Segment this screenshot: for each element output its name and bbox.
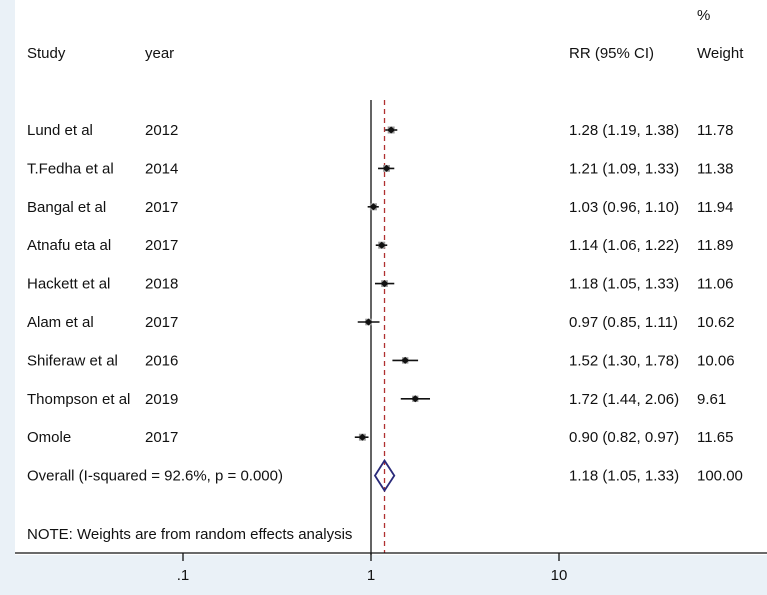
study-ci-text: 1.18 (1.05, 1.33) (569, 276, 679, 293)
study-ci-text: 1.72 (1.44, 2.06) (569, 391, 679, 408)
study-name: Thompson et al (27, 391, 130, 408)
study-weight: 11.78 (697, 122, 733, 139)
study-year: 2018 (145, 276, 178, 293)
x-tick-label: .1 (177, 567, 190, 584)
study-ci-text: 1.28 (1.19, 1.38) (569, 122, 679, 139)
ci-column-header: RR (95% CI) (569, 45, 654, 62)
point-estimate-marker (377, 241, 386, 249)
point-estimate-marker (364, 318, 373, 326)
point-estimate-marker (382, 164, 391, 172)
study-name: T.Fedha et al (27, 160, 114, 177)
overall-diamond (373, 458, 396, 493)
footnote: NOTE: Weights are from random effects an… (27, 526, 352, 543)
study-year: 2017 (145, 429, 178, 446)
study-year: 2019 (145, 391, 178, 408)
study-name: Atnafu eta al (27, 237, 111, 254)
study-weight: 11.65 (697, 429, 733, 446)
point-estimate-marker (358, 433, 367, 441)
weight-header-percent: % (697, 7, 710, 24)
study-name: Omole (27, 429, 71, 446)
study-ci-text: 0.90 (0.82, 0.97) (569, 429, 679, 446)
study-weight: 11.94 (697, 199, 733, 216)
study-year: 2014 (145, 160, 178, 177)
overall-weight: 100.00 (697, 468, 743, 485)
study-column-header: Study (27, 45, 66, 62)
study-year: 2017 (145, 237, 178, 254)
study-weight: 11.06 (697, 276, 733, 293)
study-ci-text: 1.03 (0.96, 1.10) (569, 199, 679, 216)
point-estimate-marker (369, 203, 378, 211)
study-weight: 11.89 (697, 237, 733, 254)
plot-panel (15, 0, 767, 555)
study-year: 2012 (145, 122, 178, 139)
weight-column-header: Weight (697, 45, 744, 62)
study-weight: 10.62 (697, 314, 735, 331)
point-estimate-marker (380, 280, 389, 288)
point-estimate-marker (401, 356, 410, 364)
study-year: 2017 (145, 199, 178, 216)
study-ci-text: 1.52 (1.30, 1.78) (569, 352, 679, 369)
study-weight: 10.06 (697, 352, 735, 369)
point-estimate-marker (411, 395, 420, 403)
study-name: Lund et al (27, 122, 93, 139)
study-ci-text: 0.97 (0.85, 1.11) (569, 314, 678, 331)
x-tick-label: 10 (551, 567, 568, 584)
study-name: Shiferaw et al (27, 352, 118, 369)
overall-ci-text: 1.18 (1.05, 1.33) (569, 468, 679, 485)
overall-label: Overall (I-squared = 92.6%, p = 0.000) (27, 468, 283, 485)
point-estimate-marker (387, 126, 396, 134)
study-weight: 11.38 (697, 160, 733, 177)
study-ci-text: 1.14 (1.06, 1.22) (569, 237, 679, 254)
study-year: 2016 (145, 352, 178, 369)
x-tick-label: 1 (367, 567, 375, 584)
study-name: Hackett et al (27, 276, 110, 293)
study-weight: 9.61 (697, 391, 726, 408)
study-ci-text: 1.21 (1.09, 1.33) (569, 160, 679, 177)
year-column-header: year (145, 45, 174, 62)
study-name: Alam et al (27, 314, 94, 331)
study-name: Bangal et al (27, 199, 106, 216)
study-year: 2017 (145, 314, 178, 331)
